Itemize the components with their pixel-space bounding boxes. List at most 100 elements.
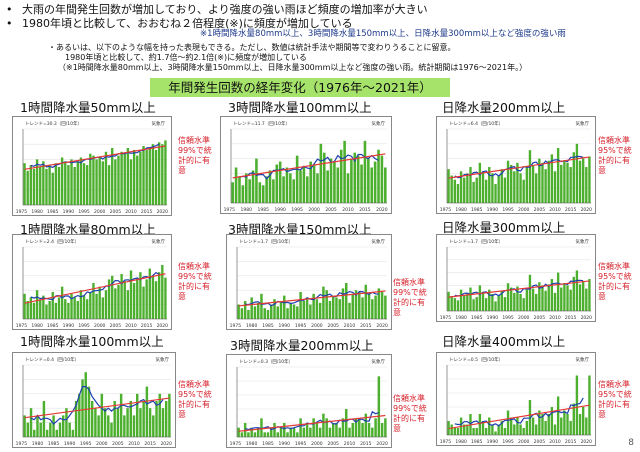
bar <box>338 427 341 437</box>
bar <box>463 424 466 435</box>
chart-panel-5: トレンド=1.7（回/10年） 気象庁 1975 1980 1985 1990 1995 20… <box>226 234 392 330</box>
bar <box>248 179 251 203</box>
bar <box>312 418 315 437</box>
x-tick-label: 1995 <box>502 439 514 445</box>
bar <box>286 308 289 319</box>
bar <box>111 148 114 205</box>
bar <box>302 301 306 319</box>
bar <box>289 427 293 437</box>
bar <box>484 298 488 311</box>
bar <box>120 274 123 319</box>
x-tick-label: 2000 <box>96 441 108 447</box>
x-tick-label: 2005 <box>325 207 337 213</box>
bar <box>374 295 377 319</box>
bar <box>488 289 491 311</box>
bar <box>241 185 245 203</box>
x-tick-label: 1975 <box>230 441 242 447</box>
bar-chart-2: トレンド=11.7（回/10年） 気象庁 1975 1980 1985 1990 1995 2… <box>224 120 388 213</box>
bar <box>70 159 73 205</box>
bar <box>61 415 65 437</box>
bar <box>45 429 49 437</box>
bar <box>299 292 302 319</box>
source-label: 気象庁 <box>156 356 170 363</box>
bar <box>341 418 345 437</box>
trend-line <box>232 153 386 179</box>
bar <box>119 393 123 437</box>
bar <box>87 386 91 437</box>
trend-label: トレンド=11.7（回/10年） <box>233 120 290 127</box>
x-tick-label: 1985 <box>262 441 274 447</box>
bar <box>550 279 554 311</box>
chart-title-9: 日降水量400mm以上 <box>442 334 566 349</box>
bar <box>478 285 482 311</box>
x-tick-label: 2020 <box>581 439 593 445</box>
x-tick-label: 2015 <box>360 323 372 329</box>
x-tick-label: 2005 <box>534 439 546 445</box>
bar <box>516 286 519 311</box>
bar <box>346 173 350 203</box>
x-tick-label: 2015 <box>144 441 156 447</box>
bar <box>101 297 105 319</box>
x-tick-label: 1975 <box>16 209 28 215</box>
bar <box>35 159 39 205</box>
bar <box>500 421 503 435</box>
bar-chart-6: トレンド=1.7（回/10年） 気象庁 1975 1980 1985 1990 1995 20… <box>440 238 592 321</box>
x-tick-label: 1990 <box>487 439 499 445</box>
bar <box>161 144 164 205</box>
bar <box>318 302 322 319</box>
bar <box>459 289 463 311</box>
bar <box>23 293 26 319</box>
bar <box>547 160 550 203</box>
bar <box>336 167 340 203</box>
chart-title-1: 1時間降水量50mm以上 <box>20 100 156 115</box>
x-tick-label: 2010 <box>549 439 561 445</box>
bar <box>563 410 566 435</box>
x-tick-label: 1980 <box>32 441 44 447</box>
x-tick-label: 1980 <box>246 441 258 447</box>
bar <box>538 282 541 311</box>
bar <box>237 304 240 319</box>
bar <box>338 299 341 319</box>
bar <box>231 182 234 203</box>
x-tick-label: 1995 <box>78 323 90 329</box>
x-tick-label: 1995 <box>295 441 307 447</box>
bar <box>506 160 510 203</box>
bar <box>331 423 335 437</box>
bar <box>353 152 357 203</box>
bar <box>384 418 387 437</box>
bar <box>335 297 338 319</box>
bar <box>244 173 248 203</box>
bar <box>107 279 111 319</box>
bar <box>358 292 361 319</box>
bullet-2: • 1980年頃と比較して、おおむね２倍程度(※)に頻度が増加している <box>6 17 353 30</box>
bar <box>67 302 70 319</box>
bar <box>292 427 296 437</box>
x-tick-label: 2005 <box>110 209 122 215</box>
bar <box>569 421 572 435</box>
running-mean-line <box>454 397 584 427</box>
bar <box>450 424 453 435</box>
bar <box>531 417 535 435</box>
bar <box>250 297 253 319</box>
bar <box>503 177 507 203</box>
bar <box>351 423 354 437</box>
bar <box>466 173 469 203</box>
bar <box>42 161 45 205</box>
bar <box>139 408 142 437</box>
bar <box>263 308 266 319</box>
bar <box>305 297 309 319</box>
bar <box>506 283 510 311</box>
bar <box>148 268 151 319</box>
bar <box>23 415 26 437</box>
bar <box>333 161 336 203</box>
x-tick-label: 2015 <box>565 315 577 321</box>
bar <box>488 417 491 435</box>
bar <box>92 155 95 205</box>
chart-panel-4: トレンド=2.4（回/10年） 気象庁 1975 1980 1985 1990 1995 20… <box>12 234 172 330</box>
bar <box>132 283 136 319</box>
bar <box>335 423 338 437</box>
bar-chart-8: トレンド=0.3（回/10年） 気象庁 1975 1980 1985 1990 1995 20… <box>230 358 388 447</box>
x-tick-label: 1985 <box>262 323 274 329</box>
bar <box>453 298 457 311</box>
bar <box>256 427 260 437</box>
